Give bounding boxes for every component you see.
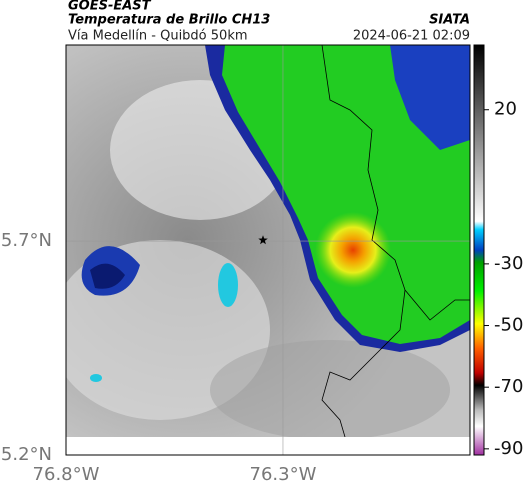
map-margin [66,437,470,455]
location: Vía Medellín - Quibdó 50km [68,29,248,44]
x-tick-label: 76.3°W [250,464,317,485]
subtitle: Temperatura de Brillo CH13 [68,13,270,28]
source: SIATA [429,13,470,28]
title: GOES-EAST [68,0,152,14]
datetime: 2024-06-21 02:09 [353,29,470,44]
colorbar-tick-label: -90 [494,438,523,459]
colorbar-tick-label: 20 [494,99,517,120]
site-marker [258,235,268,245]
imagery [66,45,470,437]
colorbar-tick-label: -30 [494,253,523,274]
y-tick-label: 5.7°N [1,230,52,251]
map-frame [65,44,471,456]
header: GOES-EAST Temperatura de Brillo CH13 Vía… [68,0,470,44]
colorbar [473,44,485,456]
colorbar-tick-label: -50 [494,315,523,336]
colorbar-tick-label: -70 [494,376,523,397]
y-tick-label: 5.2°N [1,444,52,465]
x-tick-label: 76.8°W [33,464,100,485]
